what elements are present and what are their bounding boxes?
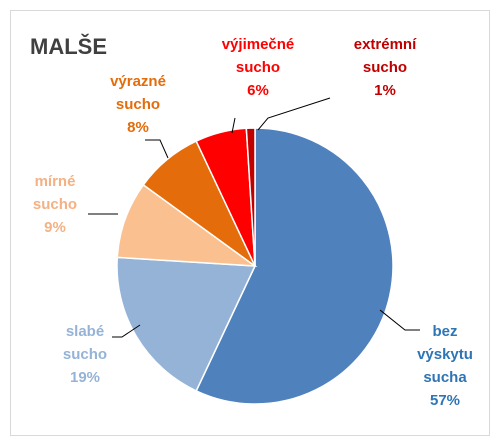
- slice-label-value: 6%: [247, 82, 269, 99]
- leader-line: [231, 117, 236, 134]
- pie-slice: [116, 256, 257, 392]
- chart-border: [10, 10, 490, 436]
- leader-line: [145, 139, 169, 159]
- slice-label-name: slabé sucho: [62, 323, 108, 363]
- leader-line: [112, 324, 141, 338]
- slice-label: mírné sucho 9%: [25, 170, 85, 239]
- slice-label: extrémní sucho 1%: [340, 33, 430, 102]
- pie-slice: [195, 127, 394, 405]
- slice-label-value: 9%: [44, 219, 66, 236]
- pie-slice: [245, 127, 256, 267]
- slice-label-name: mírné sucho: [32, 173, 78, 213]
- slice-label-name: bez výskytu sucha: [417, 323, 473, 386]
- slice-label-name: výjimečné sucho: [221, 36, 295, 76]
- chart-title: MALŠE: [30, 34, 107, 59]
- slice-label: slabé sucho 19%: [55, 320, 115, 389]
- slice-label-value: 19%: [69, 369, 101, 386]
- slice-label-value: 1%: [374, 82, 396, 99]
- slice-label: výjimečné sucho 6%: [208, 33, 308, 102]
- leader-line: [379, 309, 420, 331]
- slice-label: bez výskytu sucha 57%: [405, 320, 485, 412]
- slice-label-value: 57%: [429, 392, 461, 409]
- slice-label: výrazné sucho 8%: [101, 70, 176, 139]
- slice-label-name: výrazné sucho: [110, 73, 166, 113]
- slice-label-value: 8%: [127, 119, 149, 136]
- leader-line: [257, 97, 331, 131]
- slice-label-name: extrémní sucho: [353, 36, 417, 76]
